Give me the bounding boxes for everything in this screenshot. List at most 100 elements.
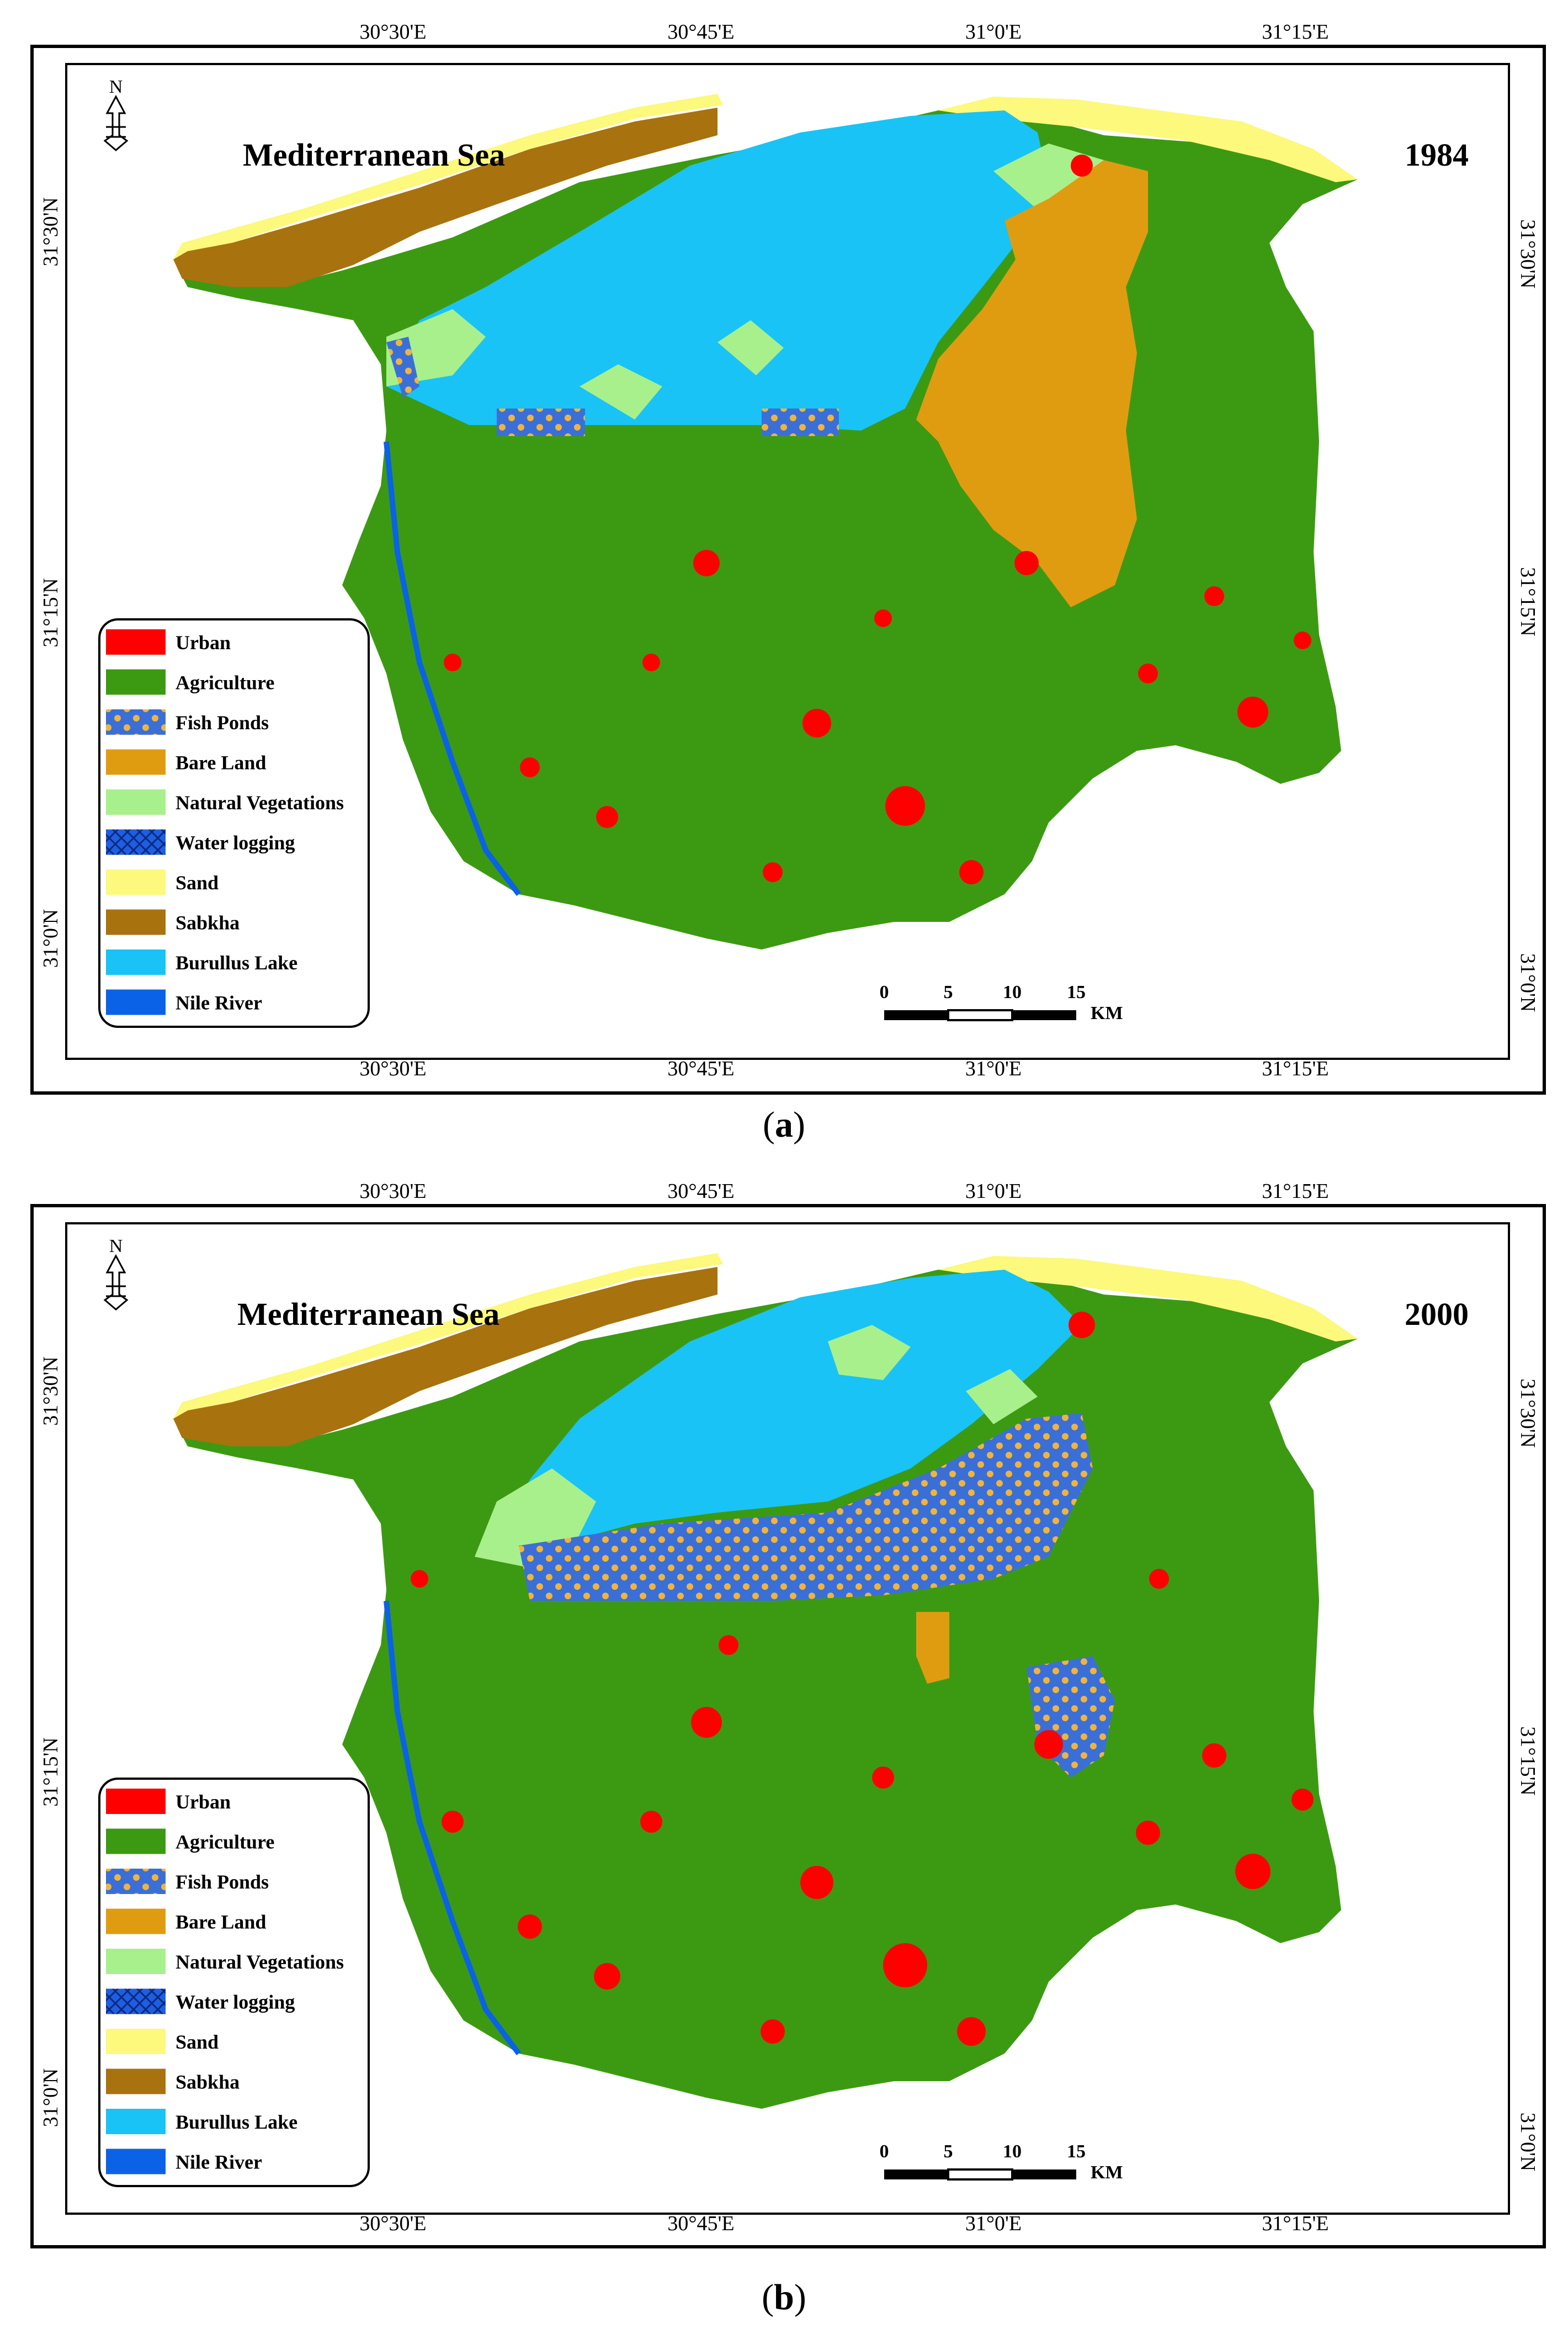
legend-swatch <box>106 2109 166 2134</box>
scale-tick-5: 5 <box>944 2141 953 2162</box>
bottom-lon-label-4: 31°15'E <box>1262 1057 1328 1080</box>
legend-swatch <box>106 1908 166 1934</box>
right-lat-label-2: 31°15'N <box>1516 1726 1539 1796</box>
legend: Urban Agriculture Fish Ponds Bare Land Natur… <box>98 618 370 1028</box>
urban-areas <box>444 155 1311 884</box>
fish-ponds-area <box>519 1413 1115 1778</box>
legend-label: Sand <box>176 872 219 894</box>
bottom-lon-label-3: 31°0'E <box>965 1057 1022 1080</box>
legend-items: Urban Agriculture Fish Ponds Bare Land Natur… <box>106 629 344 1015</box>
right-lat-label-3: 31°0'N <box>1516 953 1539 1012</box>
nile-river <box>384 441 521 896</box>
right-lat-label-2: 31°15'N <box>1516 567 1539 636</box>
top-lon-label-2: 30°45'E <box>667 20 734 44</box>
urban-areas <box>411 1312 1314 2046</box>
legend-item: Natural Vegetations <box>106 1949 344 1974</box>
legend-label: Nile River <box>176 2151 262 2173</box>
legend-swatch <box>106 629 166 655</box>
nile-river <box>384 1600 521 2055</box>
legend-swatch <box>106 1949 166 1974</box>
legend-swatch <box>106 709 166 735</box>
bottom-lon-label-1: 30°30'E <box>359 2212 426 2235</box>
sand-coast-east <box>938 1256 1358 1341</box>
lake-area <box>497 1270 1082 1546</box>
bottom-lon-label-3: 31°0'E <box>965 2212 1022 2235</box>
bare-land-area <box>916 1612 949 1684</box>
top-lon-label-1: 30°30'E <box>359 1180 426 1203</box>
legend-label: Agriculture <box>176 1831 274 1853</box>
land-cover-map <box>173 1253 1358 2109</box>
legend-items: Urban Agriculture Fish Ponds Bare Land Natur… <box>106 1789 344 2174</box>
natural-vegetation-area <box>475 1325 1038 1568</box>
scale-tick-15: 15 <box>1067 2141 1086 2162</box>
left-lat-label-1: 31°30'N <box>39 1356 62 1426</box>
left-lat-label-2: 31°15'N <box>39 1737 62 1807</box>
legend-item: Sand <box>106 869 219 895</box>
north-label: N <box>109 1236 123 1256</box>
legend-swatch <box>106 829 166 855</box>
scale-tick-5: 5 <box>944 982 953 1002</box>
legend-item: Burullus Lake <box>106 949 297 975</box>
legend-label: Water logging <box>176 1991 295 2013</box>
legend-item: Nile River <box>106 989 262 1015</box>
north-arrow-icon: N <box>103 1236 129 1311</box>
sand-coast-east <box>938 97 1358 182</box>
legend-item: Burullus Lake <box>106 2109 297 2134</box>
right-axis-labels: 31°30'N 31°15'N 31°0'N <box>1516 219 1539 1012</box>
top-lon-label-3: 31°0'E <box>965 1180 1022 1203</box>
legend-swatch <box>106 909 166 935</box>
legend-swatch <box>106 789 166 815</box>
left-lat-label-3: 31°0'N <box>39 909 62 968</box>
map-title: Mediterranean Sea <box>243 137 505 173</box>
left-lat-label-2: 31°15'N <box>39 578 62 648</box>
scale-unit: KM <box>1091 1003 1123 1023</box>
scale-unit: KM <box>1091 2162 1123 2183</box>
legend-swatch <box>106 2068 166 2094</box>
legend-item: Bare Land <box>106 749 266 775</box>
legend-swatch <box>106 1869 166 1894</box>
north-arrow-icon: N <box>103 77 129 151</box>
map-title: Mediterranean Sea <box>237 1296 499 1332</box>
legend-label: Bare Land <box>176 1911 266 1933</box>
map-svg-a: 30°30'E 30°45'E 31°0'E 31°15'E 30°30'E 3… <box>30 20 1546 1095</box>
map-panel-b: 30°30'E 30°45'E 31°0'E 31°15'E 30°30'E 3… <box>0 1159 1568 2334</box>
legend-label: Water logging <box>176 832 295 854</box>
legend-label: Urban <box>176 1791 231 1813</box>
legend-item: Sabkha <box>106 2068 240 2094</box>
legend-swatch <box>106 1789 166 1814</box>
legend-label: Natural Vegetations <box>176 1951 344 1973</box>
legend-swatch <box>106 1828 166 1854</box>
left-axis-labels: 31°30'N 31°15'N 31°0'N <box>39 1356 62 2127</box>
scale-tick-10: 10 <box>1003 982 1022 1002</box>
legend-item: Fish Ponds <box>106 1869 269 1894</box>
caption-a: (a) <box>763 1105 805 1145</box>
legend-item: Urban <box>106 1789 231 1814</box>
top-lon-label-2: 30°45'E <box>667 1180 734 1203</box>
legend-swatch <box>106 869 166 895</box>
legend-item: Agriculture <box>106 669 274 695</box>
natural-vegetation-area <box>386 144 1104 420</box>
bottom-lon-label-4: 31°15'E <box>1262 2212 1328 2235</box>
bottom-lon-label-2: 30°45'E <box>667 2212 734 2235</box>
scale-bar: 0 5 10 15 KM <box>880 982 1123 1023</box>
legend-swatch <box>106 949 166 975</box>
legend-label: Sabkha <box>176 2071 240 2093</box>
caption-b: (b) <box>762 2277 806 2317</box>
top-lon-label-1: 30°30'E <box>359 20 426 44</box>
scale-tick-0: 0 <box>880 982 889 1002</box>
legend-item: Water logging <box>106 1988 295 2014</box>
top-lon-label-3: 31°0'E <box>965 20 1022 44</box>
bottom-axis-labels: 30°30'E 30°45'E 31°0'E 31°15'E <box>359 1057 1328 1080</box>
sabkha-area <box>173 108 717 287</box>
legend-label: Sand <box>176 2031 219 2053</box>
map-svg-b: 30°30'E 30°45'E 31°0'E 31°15'E 30°30'E 3… <box>30 1180 1546 2248</box>
sand-area <box>173 94 723 259</box>
legend-label: Burullus Lake <box>176 952 297 974</box>
legend-item: Fish Ponds <box>106 709 269 735</box>
right-lat-label-1: 31°30'N <box>1516 219 1539 289</box>
legend-swatch <box>106 989 166 1015</box>
legend-item: Water logging <box>106 829 295 855</box>
left-lat-label-1: 31°30'N <box>39 197 62 267</box>
legend-item: Nile River <box>106 2149 262 2174</box>
bottom-lon-label-1: 30°30'E <box>359 1057 426 1080</box>
